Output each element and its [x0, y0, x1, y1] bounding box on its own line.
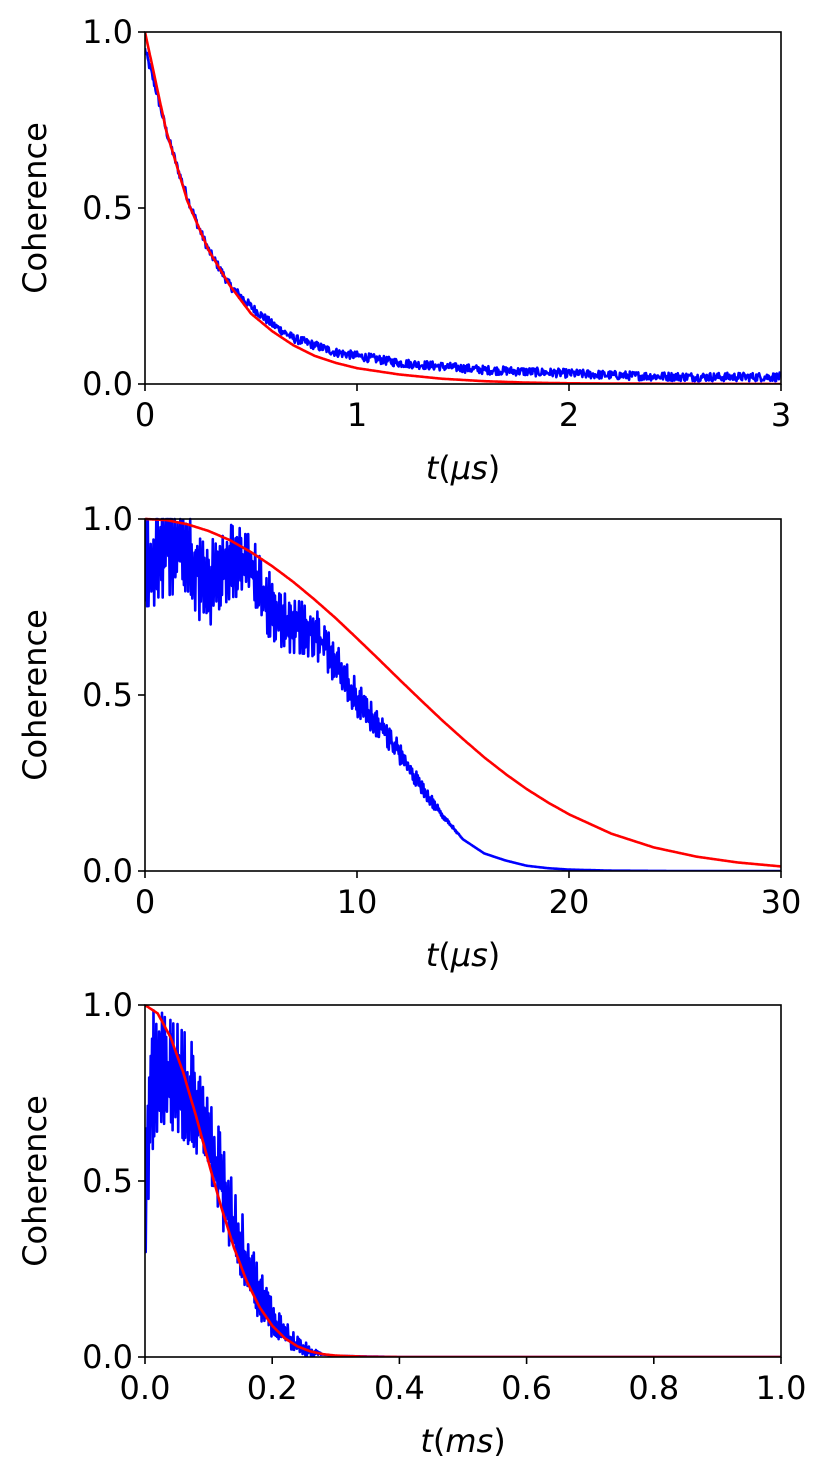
x-tick-label: 20 — [549, 883, 590, 921]
x-tick-label: 3 — [771, 396, 791, 434]
y-tick-label: 0.0 — [82, 1338, 133, 1376]
y-tick-label: 0.0 — [82, 365, 133, 403]
axes-frame — [144, 1004, 782, 1358]
x-tick-label: 30 — [761, 883, 802, 921]
panel-top: 0.0 0.5 1.0 0 1 2 3 t(μs) Coherence — [16, 13, 791, 487]
x-tick-label: 2 — [559, 396, 579, 434]
x-tick-label: 0 — [135, 396, 155, 434]
fit-line-1 — [145, 517, 781, 868]
y-tick-label: 1.0 — [82, 500, 133, 538]
y-tick-label: 1.0 — [82, 13, 133, 51]
x-tick-label: 0.8 — [628, 1369, 679, 1407]
data-line-1 — [145, 517, 781, 871]
data-line-0 — [145, 48, 781, 383]
x-tick-label: 0.2 — [247, 1369, 298, 1407]
y-tick-label: 0.0 — [82, 852, 133, 890]
y-axis-label: Coherence — [16, 609, 54, 781]
x-tick-label: 10 — [337, 883, 378, 921]
y-tick-label: 1.0 — [82, 986, 133, 1024]
y-tick-label: 0.5 — [82, 1162, 133, 1200]
plot-area — [145, 1003, 781, 1357]
x-tick-label: 1.0 — [756, 1369, 807, 1407]
x-axis-label: t(μs) — [426, 449, 501, 487]
x-axis-label: t(ms) — [420, 1422, 505, 1460]
data-line-2 — [145, 1009, 781, 1357]
plot-area — [145, 517, 781, 871]
x-tick-label: 0.6 — [501, 1369, 552, 1407]
x-tick-label: 0.4 — [374, 1369, 425, 1407]
panel-middle: 0.0 0.5 1.0 0 10 20 30 t(μs) Coherence — [16, 500, 801, 974]
x-tick-label: 0 — [135, 883, 155, 921]
fit-line-2 — [145, 1003, 781, 1357]
y-axis-label: Coherence — [16, 1095, 54, 1267]
axes-frame — [144, 31, 782, 385]
x-axis-label: t(μs) — [426, 936, 501, 974]
fit-line-0 — [145, 31, 781, 384]
x-tick-label: 0.0 — [120, 1369, 171, 1407]
y-tick-label: 0.5 — [82, 676, 133, 714]
y-axis-label: Coherence — [16, 122, 54, 294]
plot-area — [145, 31, 781, 384]
panel-bottom: 0.0 0.5 1.0 0.0 0.2 0.4 0.6 0.8 1.0 t(ms) Coherenc… — [16, 986, 806, 1460]
x-tick-label: 1 — [347, 396, 367, 434]
y-tick-label: 0.5 — [82, 189, 133, 227]
